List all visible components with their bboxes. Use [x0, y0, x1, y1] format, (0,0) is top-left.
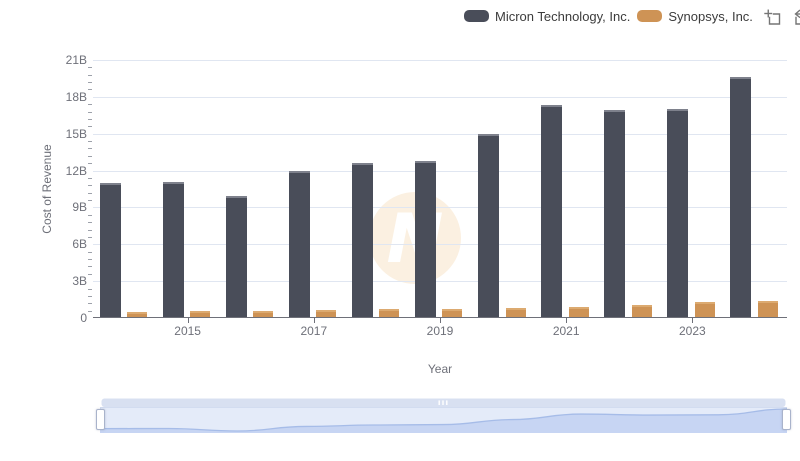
- bar-micron-2018[interactable]: [351, 163, 373, 317]
- y-minor-tick: [88, 74, 92, 76]
- y-minor-tick: [88, 295, 92, 297]
- legend-item-synopsys[interactable]: Synopsys, Inc.: [637, 9, 753, 24]
- y-minor-tick: [88, 185, 92, 187]
- bar-micron-2016[interactable]: [225, 195, 247, 317]
- x-tick-label-2021: 2021: [552, 324, 580, 338]
- y-minor-tick: [88, 82, 92, 84]
- bar-micron-2020[interactable]: [478, 134, 500, 317]
- y-minor-tick: [88, 229, 92, 231]
- y-tick-label-6B: 6B: [72, 237, 87, 252]
- y-minor-tick: [88, 155, 92, 157]
- bar-synopsys-2021[interactable]: [568, 307, 589, 317]
- bar-synopsys-2014[interactable]: [127, 311, 147, 317]
- bar-synopsys-2020[interactable]: [505, 308, 526, 317]
- x-tick-2023: [692, 318, 694, 323]
- datazoom-grip-icon[interactable]: [438, 400, 448, 405]
- chart-plot-area: 2015 2017 2019 2021 2023: [88, 60, 787, 338]
- data-zoom-icon[interactable]: [764, 9, 782, 27]
- bar-micron-2022[interactable]: [604, 109, 626, 317]
- bar-synopsys-2019[interactable]: [442, 308, 463, 317]
- datazoom-right-handle[interactable]: [782, 409, 791, 430]
- x-tick-label-2023: 2023: [679, 324, 706, 338]
- bar-micron-2024[interactable]: [730, 77, 752, 317]
- y-tick-label-3B: 3B: [72, 274, 87, 289]
- micron-legend-swatch: [464, 10, 489, 22]
- y-minor-tick: [88, 266, 92, 268]
- bar-micron-2023[interactable]: [667, 108, 689, 317]
- y-minor-tick: [88, 310, 92, 312]
- y-tick-label-9B: 9B: [72, 200, 87, 215]
- y-minor-tick: [88, 236, 92, 238]
- y-minor-tick: [88, 89, 92, 91]
- datazoom-left-handle[interactable]: [96, 409, 105, 430]
- datazoom-shadow-line: [99, 408, 788, 432]
- y-minor-tick: [88, 104, 92, 106]
- y-minor-tick: [88, 303, 92, 305]
- y-minor-tick: [88, 192, 92, 194]
- y-minor-tick: [88, 177, 92, 179]
- y-minor-tick: [88, 251, 92, 253]
- bar-micron-2019[interactable]: [414, 160, 436, 317]
- bar-micron-2014[interactable]: [99, 182, 121, 317]
- bar-synopsys-2017[interactable]: [316, 310, 337, 317]
- bar-micron-2015[interactable]: [162, 182, 184, 317]
- y-minor-tick: [88, 111, 92, 113]
- bar-synopsys-2022[interactable]: [631, 304, 652, 317]
- legend: Micron Technology, Inc. Synopsys, Inc.: [464, 6, 800, 26]
- x-tick-2015: [187, 318, 189, 323]
- y-minor-tick: [88, 141, 92, 143]
- y-minor-tick: [88, 222, 92, 224]
- x-tick-2019: [440, 318, 441, 323]
- y-minor-tick: [88, 163, 92, 165]
- y-tick-label-12B: 12B: [65, 163, 87, 178]
- y-tick-label-21B: 21B: [65, 53, 87, 67]
- y-minor-tick: [88, 118, 92, 120]
- y-minor-tick: [88, 214, 92, 216]
- y-minor-tick: [88, 148, 92, 150]
- bar-synopsys-2016[interactable]: [253, 310, 274, 317]
- bar-synopsys-2023[interactable]: [694, 302, 715, 317]
- y-tick-label-0: 0: [80, 311, 87, 325]
- x-axis-title: Year: [427, 362, 453, 376]
- y-minor-tick: [88, 67, 92, 69]
- synopsys-legend-swatch: [637, 10, 663, 22]
- bar-synopsys-2024[interactable]: [757, 301, 778, 317]
- x-tick-2021: [566, 318, 568, 323]
- x-tick-label-2019: 2019: [426, 324, 454, 338]
- bar-micron-2021[interactable]: [541, 104, 563, 317]
- synopsys-legend-label: Synopsys, Inc.: [668, 8, 753, 24]
- restore-icon[interactable]: [790, 9, 800, 27]
- y-minor-tick: [88, 200, 92, 202]
- micron-legend-label: Micron Technology, Inc.: [495, 8, 631, 24]
- x-tick-label-2015: 2015: [174, 324, 201, 338]
- y-minor-tick: [88, 273, 92, 275]
- y-tick-label-18B: 18B: [65, 89, 87, 104]
- gridline-18: [93, 96, 787, 98]
- legend-item-micron[interactable]: Micron Technology, Inc.: [464, 9, 630, 24]
- y-minor-tick: [88, 126, 92, 128]
- bar-synopsys-2018[interactable]: [379, 309, 400, 317]
- y-tick-label-15B: 15B: [65, 126, 87, 141]
- bar-micron-2017[interactable]: [288, 170, 310, 317]
- gridline-21: [93, 60, 787, 61]
- datazoom-slider[interactable]: [96, 398, 791, 440]
- gridline-15: [93, 133, 787, 135]
- y-minor-tick: [88, 259, 92, 261]
- x-tick-2017: [313, 318, 315, 323]
- toolbox: [764, 9, 800, 27]
- gridline-12: [93, 170, 787, 172]
- y-axis-tick-labels: 0 3B 6B 9B 12B 15B 18B 21B: [0, 53, 87, 325]
- x-tick-label-2017: 2017: [300, 324, 328, 338]
- y-minor-tick: [88, 288, 92, 290]
- bar-synopsys-2015[interactable]: [190, 311, 211, 317]
